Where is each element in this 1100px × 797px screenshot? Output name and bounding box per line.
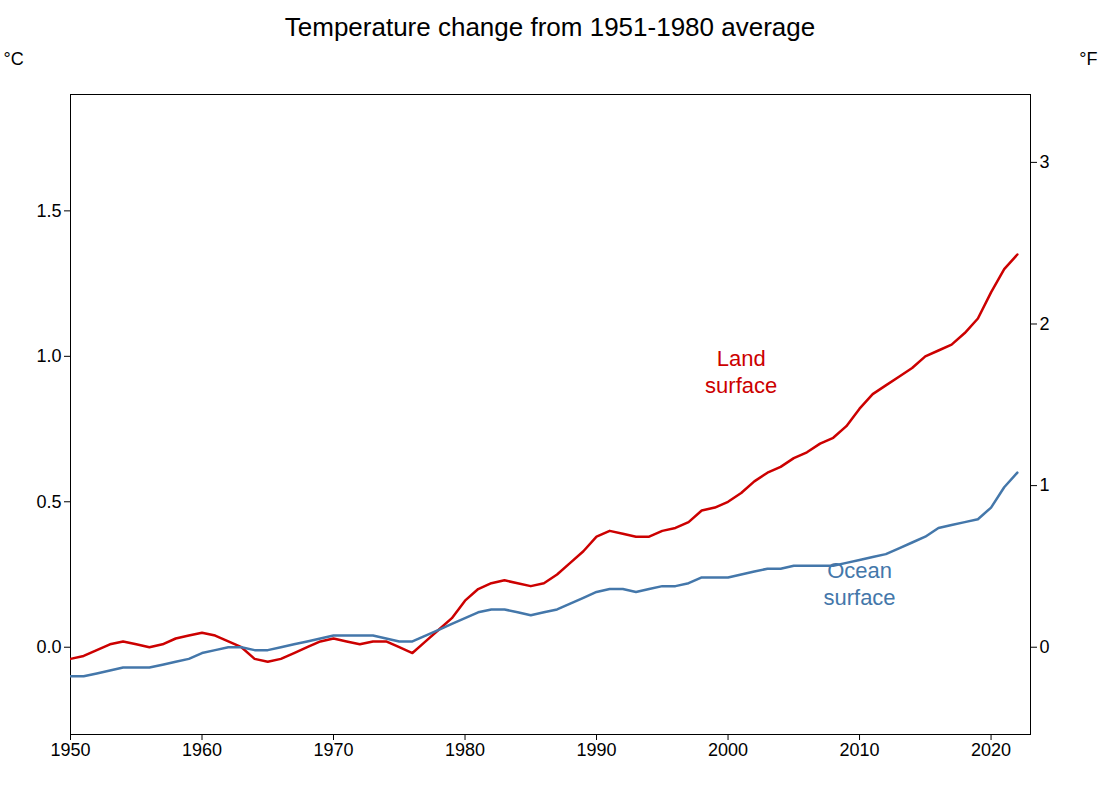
svg-text:°C: °C <box>4 49 24 69</box>
svg-text:2020: 2020 <box>971 740 1011 760</box>
svg-text:2000: 2000 <box>708 740 748 760</box>
svg-text:2: 2 <box>1040 314 1050 334</box>
svg-text:°F: °F <box>1079 49 1097 69</box>
svg-text:1960: 1960 <box>182 740 222 760</box>
svg-text:3: 3 <box>1040 152 1050 172</box>
svg-text:1950: 1950 <box>50 740 90 760</box>
svg-text:0.5: 0.5 <box>36 492 61 512</box>
svg-text:2010: 2010 <box>840 740 880 760</box>
svg-text:1980: 1980 <box>445 740 485 760</box>
svg-text:0.0: 0.0 <box>36 637 61 657</box>
svg-text:Oceansurface: Oceansurface <box>823 558 895 609</box>
svg-text:1970: 1970 <box>313 740 353 760</box>
svg-text:Landsurface: Landsurface <box>705 346 777 397</box>
svg-text:1.5: 1.5 <box>36 201 61 221</box>
svg-text:1: 1 <box>1040 475 1050 495</box>
svg-text:0: 0 <box>1040 637 1050 657</box>
svg-text:1.0: 1.0 <box>36 346 61 366</box>
html-text:Temperature change from 1951-1: Temperature change from 1951-1980 averag… <box>284 12 816 42</box>
svg-text:1990: 1990 <box>577 740 617 760</box>
